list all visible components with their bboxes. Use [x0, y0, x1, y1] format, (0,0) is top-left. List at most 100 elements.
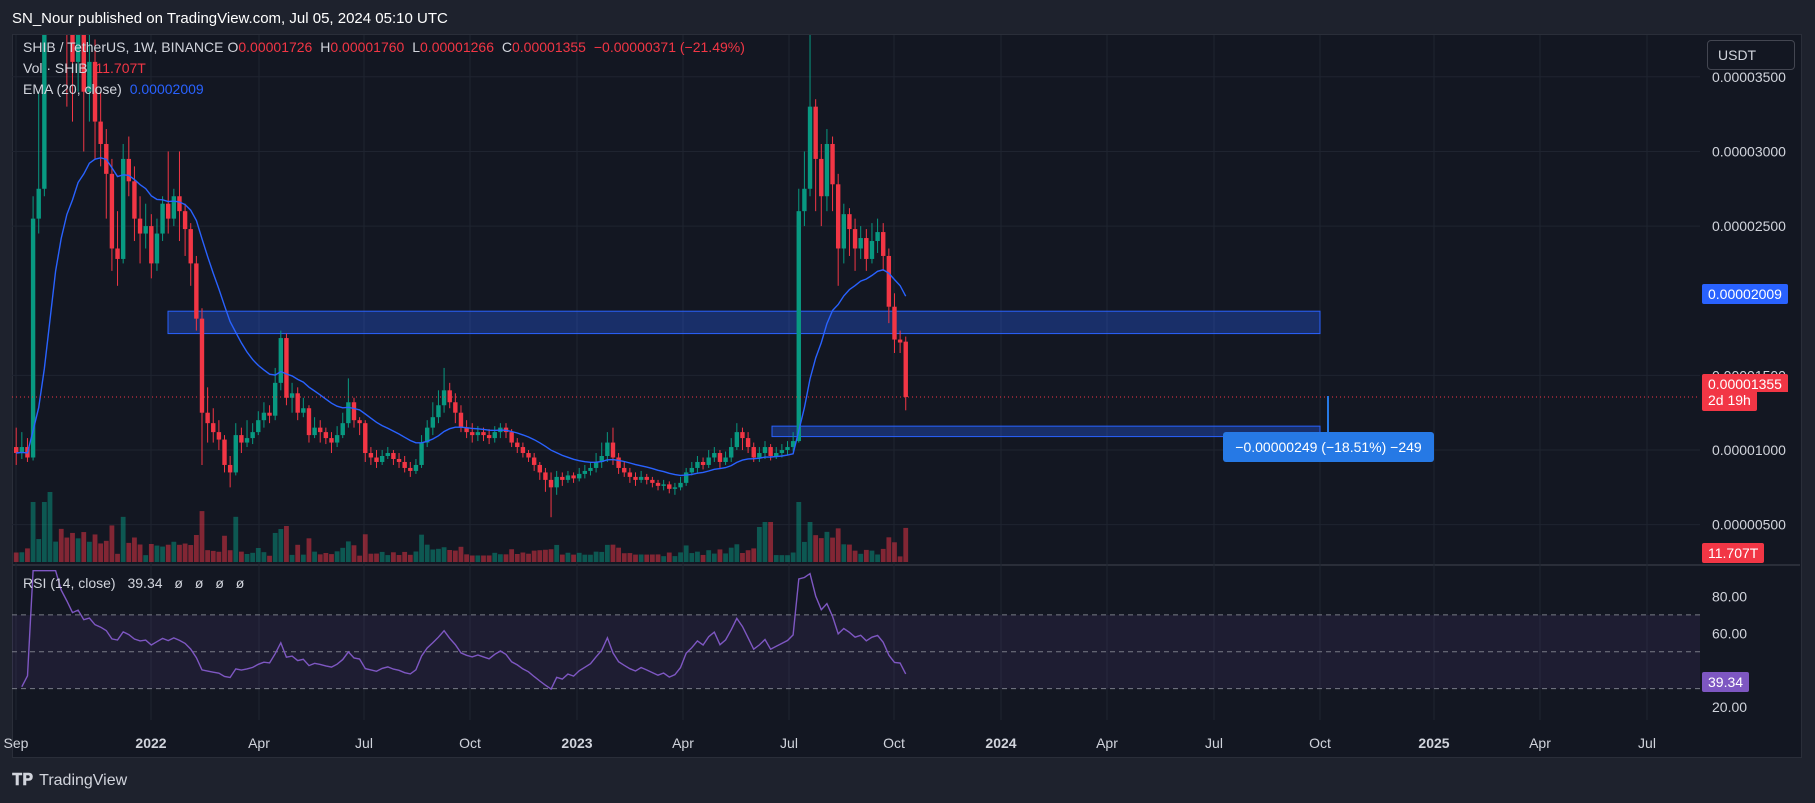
candle-body: [160, 203, 165, 234]
ohlc-legend: SHIB / TetherUS, 1W, BINANCE O0.00001726 …: [23, 39, 749, 55]
volume-bar: [835, 528, 841, 562]
volume-bar: [633, 554, 638, 562]
candle-body: [734, 432, 740, 448]
time-axis-label: 2023: [561, 735, 592, 751]
candle-body: [222, 439, 227, 465]
volume-bar: [604, 544, 610, 562]
volume-bar: [745, 550, 751, 562]
time-axis-label: Oct: [459, 735, 481, 751]
candle-body: [301, 408, 306, 413]
candle-body: [379, 456, 385, 462]
volume-bar: [740, 553, 745, 562]
candle-body: [284, 338, 289, 398]
volume-bar: [210, 550, 216, 562]
volume-bar: [165, 544, 171, 562]
candle-body: [211, 423, 216, 433]
time-axis-label: Apr: [248, 735, 270, 751]
volume-bar: [841, 544, 847, 562]
candle-body: [447, 390, 452, 403]
candle-body: [819, 158, 824, 197]
volume-bar: [537, 550, 543, 562]
candle-body: [312, 427, 317, 436]
symbol-label[interactable]: SHIB / TetherUS, 1W, BINANCE: [23, 39, 224, 55]
volume-bar: [711, 553, 717, 562]
volume-bar: [430, 549, 436, 562]
candle-body: [120, 158, 126, 259]
candle-body: [149, 226, 154, 264]
volume-bar: [143, 555, 149, 562]
volume-bar: [576, 552, 582, 562]
volume-bar: [205, 550, 211, 562]
time-axis-label: Apr: [1096, 735, 1118, 751]
volume-bar: [779, 555, 785, 562]
candle-body: [132, 181, 137, 219]
candle-body: [886, 255, 892, 307]
volume-bar: [362, 534, 368, 562]
volume-bar: [255, 548, 261, 562]
volume-bar: [582, 554, 588, 562]
candle-body: [588, 467, 593, 471]
candle-body: [278, 338, 284, 383]
time-axis-label: 2022: [135, 735, 166, 751]
tradingview-logo[interactable]: 𝐓𝐏 TradingView: [12, 772, 127, 790]
candle-body: [802, 188, 807, 212]
volume-bar: [148, 544, 154, 562]
volume-bar: [847, 544, 852, 562]
candle-body: [267, 412, 272, 416]
ema-value: 0.00002009: [129, 81, 204, 97]
candle-body: [81, 35, 86, 92]
volume-bar: [548, 549, 554, 562]
low-label: L: [412, 39, 421, 55]
candle-body: [650, 479, 655, 483]
volume-bar: [728, 547, 734, 562]
candle-body: [830, 143, 835, 185]
currency-button[interactable]: USDT: [1707, 40, 1795, 70]
candle-body: [762, 447, 768, 454]
volume-bar: [785, 555, 790, 562]
candle-body: [824, 143, 830, 197]
candle-body: [441, 390, 447, 406]
candle-body: [593, 461, 599, 468]
ema-label[interactable]: EMA (20, close): [23, 81, 122, 97]
close-value: 0.00001355: [512, 39, 586, 55]
volume-bar: [706, 550, 712, 562]
candle-body: [835, 184, 841, 249]
candle-body: [537, 464, 542, 473]
volume-bar: [351, 545, 357, 562]
volume-bar: [81, 532, 87, 562]
rsi-label[interactable]: RSI (14, close): [23, 575, 116, 591]
candle-body: [667, 484, 672, 489]
volume-bar: [53, 541, 59, 562]
candle-body: [256, 420, 261, 433]
candle-body: [239, 435, 244, 443]
volume-bar: [649, 554, 655, 562]
candle-body: [36, 188, 41, 219]
candle-body: [751, 447, 756, 458]
volume-bar: [109, 525, 115, 562]
volume-bar: [655, 554, 661, 562]
candle-body: [582, 470, 588, 474]
volume-label[interactable]: Vol · SHIB: [23, 60, 88, 76]
candle-body: [289, 393, 295, 398]
rsi-extra: ø: [215, 575, 224, 591]
volume-bar: [25, 548, 30, 562]
volume-bar: [897, 556, 903, 562]
candle-body: [790, 441, 796, 448]
candle-body: [419, 442, 424, 465]
volume-bar: [678, 552, 683, 562]
candle-body: [14, 447, 19, 454]
candle-body: [98, 121, 103, 144]
volume-bar: [813, 535, 819, 562]
volume-bar: [98, 543, 104, 562]
candle-body: [897, 339, 903, 343]
volume-bar: [182, 543, 188, 562]
candle-body: [177, 196, 182, 212]
measure-label[interactable]: −0.00000249 (−18.51%) −249: [1223, 432, 1434, 462]
candle-body: [368, 453, 374, 458]
volume-bar: [374, 553, 379, 562]
candle-body: [633, 476, 638, 480]
candle-body: [661, 484, 666, 486]
volume-bar: [419, 534, 424, 562]
chart-canvas[interactable]: 0.000035000.000030000.000025000.00001500…: [0, 0, 1815, 760]
volume-bar: [424, 544, 430, 562]
